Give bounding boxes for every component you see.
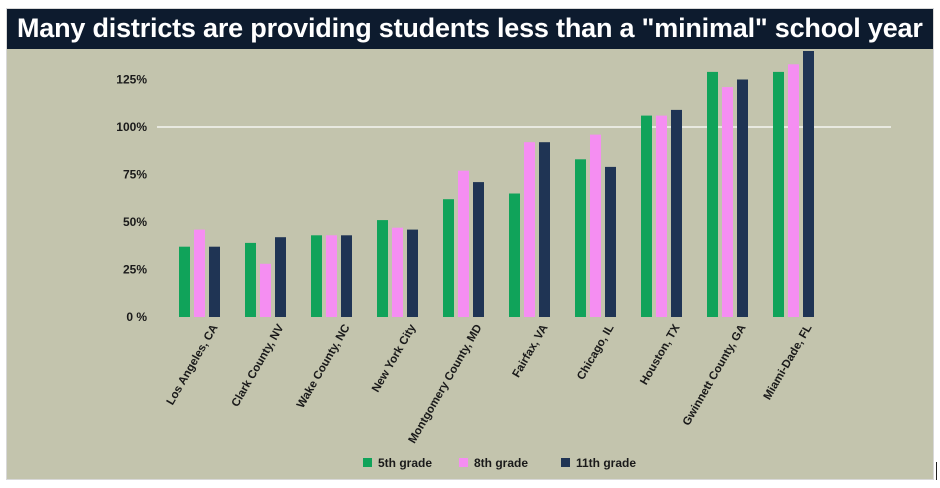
x-category-label: Fairfax, VA bbox=[511, 323, 551, 380]
bar-11th-grade bbox=[209, 246, 220, 317]
bar-8th-grade bbox=[392, 227, 403, 317]
chart-panel: Many districts are providing students le… bbox=[6, 8, 934, 480]
bar-11th-grade bbox=[539, 142, 550, 317]
x-category-label: Miami-Dade, FL bbox=[762, 323, 815, 403]
y-axis-ticks: 0 % 25% 50% 75% 100% 125% bbox=[116, 73, 147, 325]
bar-11th-grade bbox=[671, 109, 682, 318]
y-tick-label: 50% bbox=[123, 215, 147, 229]
bar-8th-grade bbox=[458, 170, 469, 317]
bar-5th-grade bbox=[245, 242, 256, 317]
bar-11th-grade bbox=[407, 229, 418, 317]
bar-5th-grade bbox=[773, 71, 784, 318]
x-category-label: Houston, TX bbox=[638, 322, 682, 387]
x-category-label: Montgomery County, MD bbox=[407, 323, 485, 446]
legend-label: 5th grade bbox=[378, 456, 432, 470]
legend-swatch bbox=[561, 458, 570, 467]
x-category-label: Los Angeles, CA bbox=[165, 323, 221, 408]
x-category-label: Chicago, IL bbox=[575, 323, 616, 383]
bar-11th-grade bbox=[737, 79, 748, 317]
y-tick-label: 0 % bbox=[126, 310, 147, 324]
x-axis-labels: Los Angeles, CA Clark County, NV Wake Coun… bbox=[165, 322, 815, 446]
bar-8th-grade bbox=[524, 142, 535, 317]
y-tick-label: 75% bbox=[123, 168, 147, 182]
bar-11th-grade bbox=[803, 51, 814, 317]
legend-label: 11th grade bbox=[576, 456, 636, 470]
legend-swatch bbox=[459, 458, 468, 467]
x-category-label: Clark County, NV bbox=[230, 322, 287, 409]
legend: 5th grade 8th grade 11th grade bbox=[363, 456, 636, 470]
bar-8th-grade bbox=[722, 87, 733, 317]
legend-swatch bbox=[363, 458, 372, 467]
bar-8th-grade bbox=[656, 115, 667, 317]
bar-11th-grade bbox=[275, 237, 286, 317]
bar-8th-grade bbox=[194, 229, 205, 317]
bar-5th-grade bbox=[377, 220, 388, 317]
x-category-label: New York City bbox=[370, 322, 419, 395]
bar-5th-grade bbox=[641, 115, 652, 317]
bar-8th-grade bbox=[788, 64, 799, 317]
bar-8th-grade bbox=[590, 134, 601, 317]
bar-11th-grade bbox=[605, 166, 616, 317]
bar-5th-grade bbox=[509, 193, 520, 317]
bar-8th-grade bbox=[326, 235, 337, 317]
bar-5th-grade bbox=[443, 199, 454, 317]
y-tick-label: 25% bbox=[123, 263, 147, 277]
x-category-label: Wake County, NC bbox=[295, 323, 353, 411]
bar-5th-grade bbox=[575, 159, 586, 317]
y-tick-label: 125% bbox=[116, 73, 147, 87]
bar-5th-grade bbox=[311, 235, 322, 317]
bar-5th-grade bbox=[707, 71, 718, 318]
title-bar: Many districts are providing students le… bbox=[7, 9, 933, 49]
y-tick-label: 100% bbox=[116, 120, 147, 134]
bars bbox=[179, 51, 814, 318]
bar-8th-grade bbox=[260, 263, 271, 317]
x-category-label: Gwinnett County, GA bbox=[681, 323, 749, 428]
legend-label: 8th grade bbox=[474, 456, 528, 470]
edge-mark bbox=[936, 462, 937, 480]
chart-title: Many districts are providing students le… bbox=[17, 13, 923, 43]
bar-11th-grade bbox=[473, 182, 484, 317]
bar-11th-grade bbox=[341, 235, 352, 317]
bar-chart: 0 % 25% 50% 75% 100% 125% Los Angeles, CA Clar… bbox=[116, 51, 891, 470]
bar-5th-grade bbox=[179, 246, 190, 317]
